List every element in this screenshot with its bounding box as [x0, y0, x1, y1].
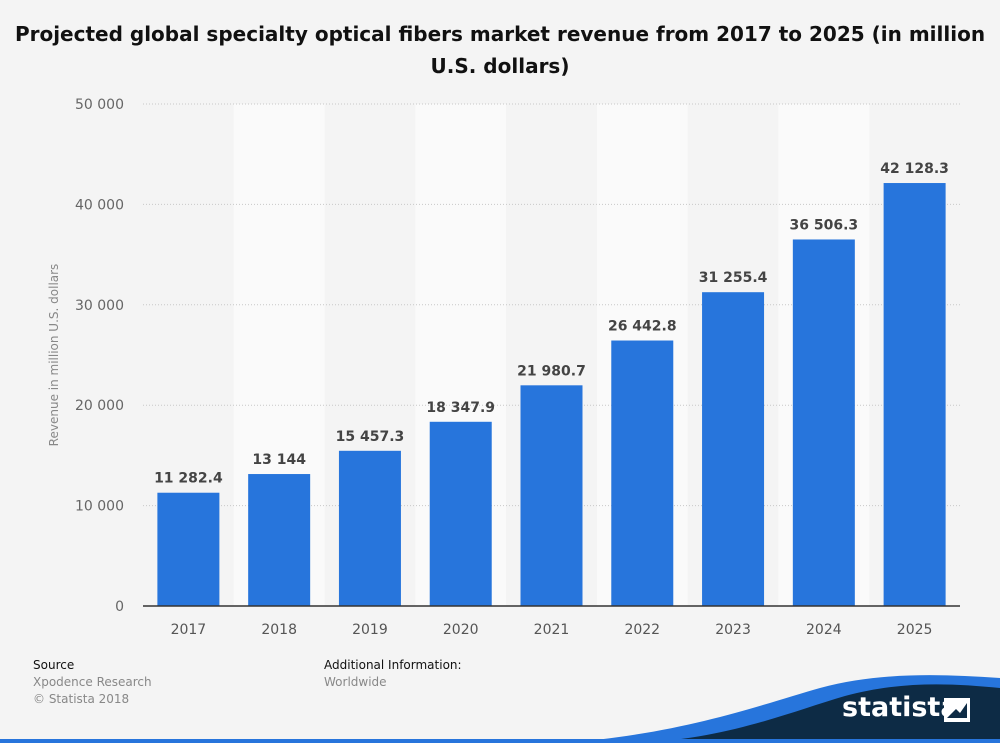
bar: [248, 474, 311, 606]
y-tick-label: 30 000: [75, 298, 124, 314]
data-label: 36 506.3: [790, 217, 859, 233]
y-tick-label: 0: [115, 599, 124, 615]
source-block: Source Xpodence Research © Statista 2018: [33, 657, 152, 708]
source-line: Xpodence Research: [33, 675, 152, 689]
data-label: 42 128.3: [880, 161, 949, 177]
y-tick-label: 40 000: [75, 197, 124, 213]
bar: [157, 492, 220, 606]
bar: [429, 421, 492, 606]
statista-logo: statista: [842, 692, 959, 723]
data-label: 11 282.4: [154, 471, 223, 487]
x-tick-label: 2022: [624, 622, 660, 638]
x-tick-label: 2025: [897, 622, 933, 638]
bar: [792, 239, 855, 606]
copyright-line: © Statista 2018: [33, 692, 130, 706]
additional-info-block: Additional Information: Worldwide: [324, 657, 462, 691]
x-tick-label: 2019: [352, 622, 388, 638]
x-tick-label: 2017: [171, 622, 207, 638]
x-tick-label: 2021: [534, 622, 570, 638]
bar: [520, 385, 583, 606]
bars: [157, 183, 946, 606]
y-axis-title: Revenue in million U.S. dollars: [47, 264, 61, 447]
chart-title: Projected global specialty optical fiber…: [14, 22, 986, 78]
data-label: 15 457.3: [336, 429, 405, 445]
bar: [883, 183, 946, 606]
y-tick-label: 10 000: [75, 499, 124, 515]
bar: [338, 450, 401, 606]
bar: [702, 292, 765, 606]
data-label: 21 980.7: [517, 363, 586, 379]
statista-flag-icon: [944, 698, 970, 722]
data-label: 13 144: [252, 452, 306, 468]
additional-info-heading: Additional Information:: [324, 658, 462, 672]
data-labels: 11 282.4 13 144 15 457.3 18 347.9 21 980.7 26…: [154, 161, 949, 487]
source-heading: Source: [33, 658, 75, 672]
y-axis-ticks: 0 10 000 20 000 30 000 40 000 50 000: [75, 97, 124, 615]
bar: [611, 340, 674, 606]
data-label: 18 347.9: [426, 400, 495, 416]
additional-info-line: Worldwide: [324, 675, 387, 689]
x-axis-ticks: 2017 2018 2019 2020 2021 2022 2023 2024 2025: [171, 622, 933, 638]
data-label: 31 255.4: [699, 270, 768, 286]
x-tick-label: 2018: [261, 622, 297, 638]
data-label: 26 442.8: [608, 319, 677, 335]
x-tick-label: 2024: [806, 622, 842, 638]
x-tick-label: 2020: [443, 622, 479, 638]
y-tick-label: 20 000: [75, 398, 124, 414]
y-tick-label: 50 000: [75, 97, 124, 113]
x-tick-label: 2023: [715, 622, 751, 638]
